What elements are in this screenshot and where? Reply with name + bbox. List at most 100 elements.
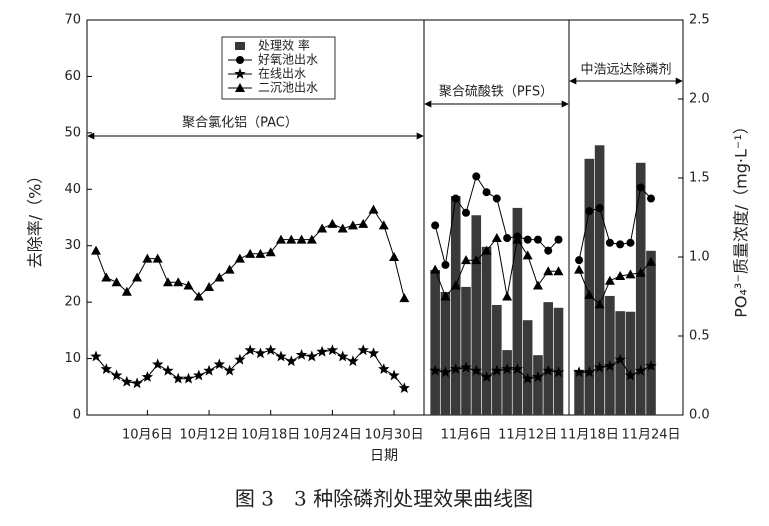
point	[317, 223, 328, 233]
y2-tick-label: 0.5	[689, 329, 710, 344]
point	[306, 234, 317, 244]
y-tick-label: 30	[64, 238, 81, 253]
point	[142, 253, 153, 263]
point	[193, 369, 205, 381]
point	[585, 207, 594, 216]
x-tick-label: 11月12日	[498, 428, 557, 443]
point	[398, 382, 410, 393]
x-tick-label: 10月24日	[303, 428, 362, 443]
point	[595, 204, 604, 213]
point	[614, 353, 626, 365]
legend-label: 二沉池出水	[258, 81, 318, 95]
point	[544, 246, 553, 255]
point	[367, 347, 380, 359]
point	[173, 277, 184, 287]
y-tick-label: 0	[73, 408, 81, 423]
point	[388, 369, 400, 381]
x-tick-label: 11月6日	[441, 428, 492, 443]
point	[255, 248, 266, 258]
bar	[512, 207, 523, 415]
point	[646, 256, 656, 266]
y-axis-title: 去除率/（%）	[26, 168, 45, 269]
point	[111, 277, 122, 287]
point	[223, 364, 236, 376]
bar	[543, 302, 554, 415]
bar	[594, 145, 605, 415]
bar	[522, 320, 533, 415]
point	[162, 364, 174, 376]
point	[100, 363, 112, 374]
point	[141, 371, 154, 382]
point	[462, 208, 470, 217]
point	[482, 188, 491, 197]
point	[522, 250, 533, 260]
legend-marker	[235, 42, 245, 50]
point	[461, 255, 471, 265]
point	[337, 350, 349, 362]
point	[470, 364, 482, 376]
point	[543, 266, 554, 276]
annotation: 中浩远达除磷剂	[580, 63, 671, 78]
legend-marker	[235, 83, 245, 92]
legend-marker	[234, 68, 246, 79]
point	[439, 366, 452, 378]
point	[152, 253, 163, 263]
point	[204, 282, 215, 292]
series-line	[95, 208, 652, 306]
point	[326, 344, 339, 356]
point	[389, 252, 400, 261]
point	[234, 353, 246, 365]
point	[213, 358, 225, 370]
x-tick-label: 11月18日	[560, 428, 619, 443]
point	[625, 269, 636, 279]
point	[276, 234, 286, 244]
y-tick-label: 70	[64, 13, 81, 28]
point	[121, 375, 133, 387]
bar	[440, 291, 451, 415]
point	[441, 260, 450, 269]
point	[615, 270, 626, 280]
point	[472, 172, 481, 181]
point	[593, 361, 606, 373]
point	[532, 280, 543, 290]
point	[492, 194, 501, 203]
point	[429, 364, 441, 376]
point	[358, 218, 369, 228]
point	[368, 204, 379, 214]
point	[491, 233, 502, 243]
x-tick-label: 10月12日	[180, 428, 239, 443]
point	[91, 245, 101, 255]
point	[183, 280, 194, 290]
y-tick-label: 60	[64, 69, 81, 84]
bar	[461, 286, 471, 415]
point	[481, 245, 492, 255]
point	[172, 372, 184, 384]
point	[647, 194, 655, 203]
point	[471, 255, 482, 265]
point	[522, 372, 534, 384]
point	[295, 349, 308, 360]
point	[575, 256, 584, 265]
bar	[533, 355, 543, 415]
point	[265, 247, 276, 257]
bar	[574, 369, 584, 415]
point	[357, 344, 369, 356]
y-tick-label: 20	[64, 295, 81, 310]
bar	[584, 158, 595, 416]
series-line	[434, 175, 652, 266]
point	[214, 272, 225, 282]
x-axis-title: 日期	[370, 448, 398, 464]
y2-tick-label: 2.0	[689, 92, 710, 107]
point	[431, 221, 440, 230]
bar	[450, 196, 461, 415]
point	[574, 264, 585, 274]
point	[511, 363, 524, 374]
point	[624, 369, 637, 381]
x-tick-label: 10月6日	[122, 428, 173, 443]
caption: 图 3 3 种除磷剂处理效果曲线图	[235, 487, 533, 511]
point	[182, 372, 195, 384]
plot-frame	[86, 19, 684, 416]
point	[440, 291, 451, 301]
point	[224, 264, 235, 274]
bar	[625, 311, 636, 415]
